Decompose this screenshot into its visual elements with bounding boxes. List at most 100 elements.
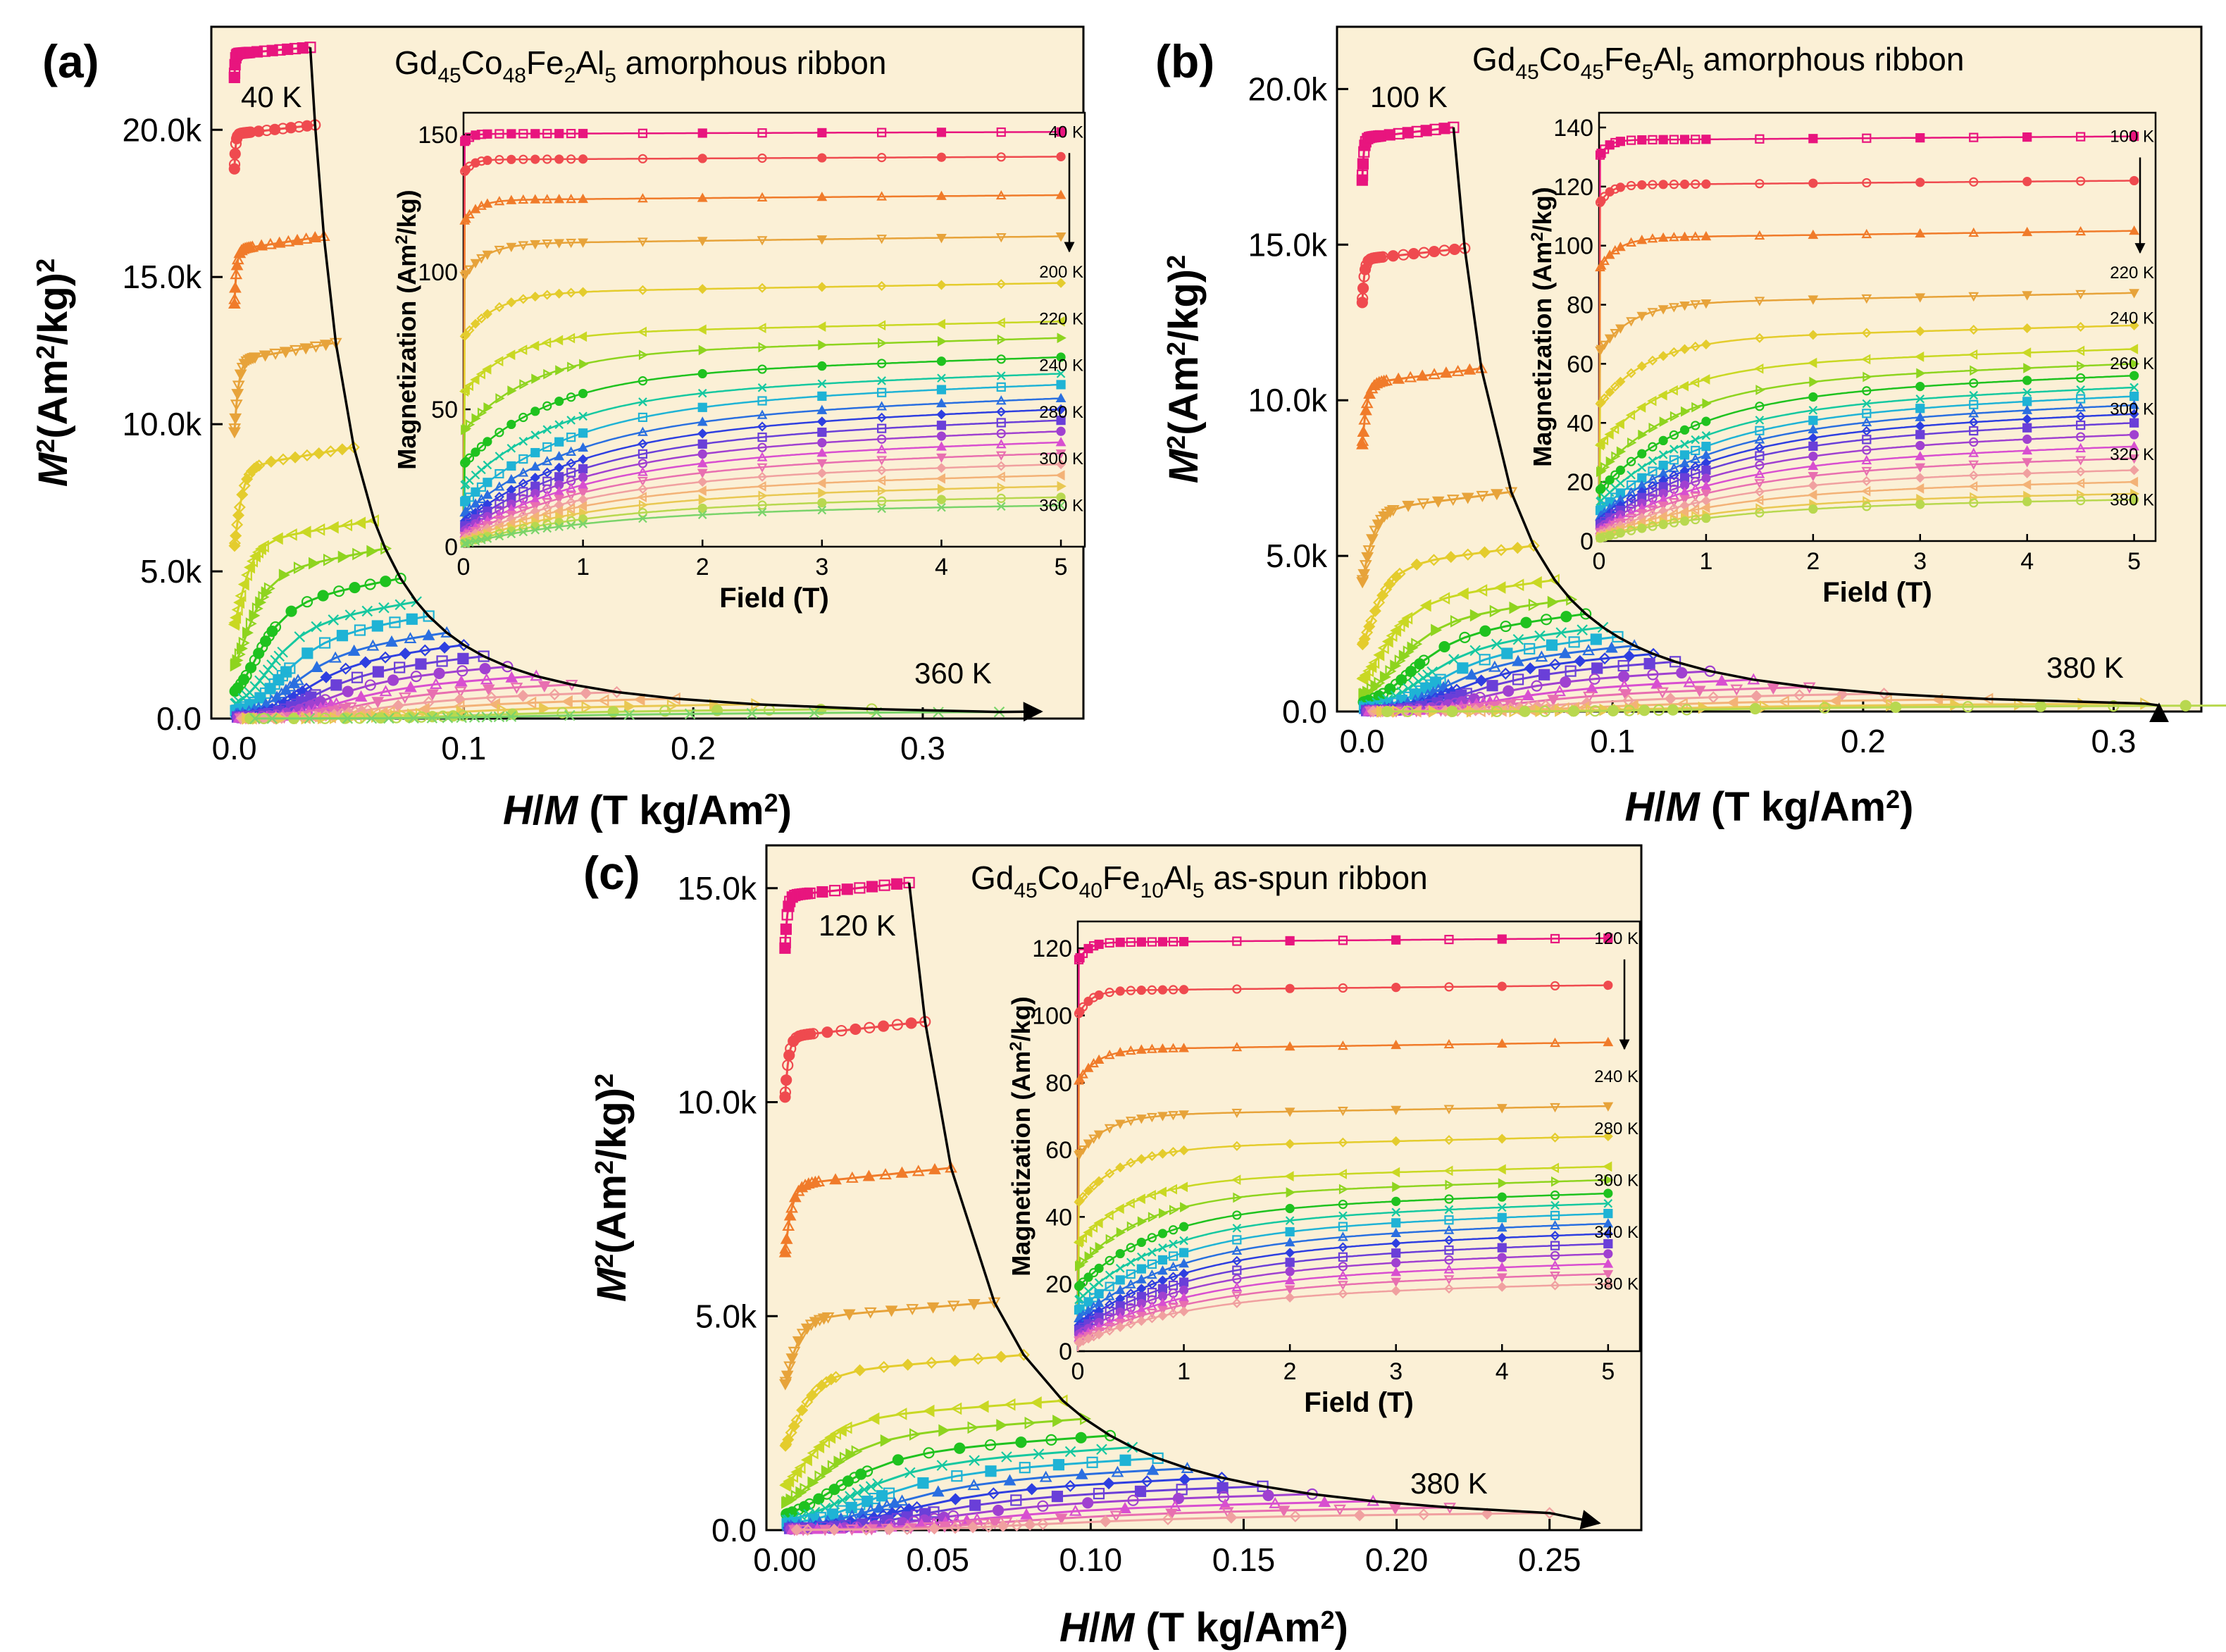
inset-point [1702, 398, 1712, 409]
arrott-point [561, 695, 573, 708]
inset-x-tick-label: 0 [457, 554, 471, 580]
inset-point [2075, 225, 2087, 236]
inset-temp-label: 240 K [2110, 309, 2154, 328]
arrott-point [1962, 701, 1974, 713]
inset-temp-label: 260 K [2110, 354, 2154, 373]
inset-point [1862, 399, 1872, 409]
arrott-point [231, 253, 244, 265]
panel-label: (a) [42, 35, 99, 87]
inset-point [1700, 299, 1712, 309]
inset-point [566, 458, 576, 468]
high-temp-label: 360 K [914, 657, 992, 690]
temperature-envelope-arrow [309, 47, 1043, 722]
inset-point [554, 194, 565, 204]
inset-point [1443, 1038, 1455, 1049]
inset-y-tick-label: 0 [1059, 1339, 1072, 1365]
inset-x-axis-label: Field (T) [719, 583, 829, 614]
arrott-point [1829, 694, 1841, 707]
inset-point [1603, 1209, 1613, 1219]
arrott-point [909, 1428, 921, 1441]
arrott-point [1647, 669, 1659, 681]
inset-point [1056, 352, 1066, 362]
arrott-point [1119, 1502, 1131, 1514]
arrott-point [1476, 490, 1489, 502]
inset-point [530, 291, 540, 302]
inset-temp-label: 120 K [1594, 929, 1639, 948]
arrott-point [1547, 595, 1559, 609]
arrott-point [1362, 545, 1376, 557]
inset-point [2022, 458, 2033, 468]
arrott-point [1463, 363, 1476, 375]
inset-point [1179, 1043, 1189, 1052]
inset-point [1658, 390, 1667, 401]
inset-point [1285, 1203, 1295, 1214]
inset-point [566, 483, 577, 492]
arrott-point [1388, 1503, 1402, 1515]
arrott-point [2034, 700, 2047, 712]
inset-point [1179, 937, 1189, 947]
arrott-point [333, 585, 345, 597]
inset-temp-label: 220 K [2110, 263, 2154, 282]
arrott-point [1411, 638, 1423, 651]
inset-point [818, 487, 828, 499]
inset-point [1610, 329, 1621, 339]
arrott-point [1356, 297, 1368, 309]
arrott-point [539, 702, 551, 715]
inset-point [1338, 1107, 1348, 1117]
inset-temp-label: 240 K [1039, 356, 1083, 375]
inset-point [1147, 1112, 1157, 1123]
inset-point [1179, 985, 1189, 995]
inset-point [877, 128, 887, 137]
arrott-series [779, 1394, 1068, 1492]
inset-point [1231, 1298, 1242, 1308]
arrott-point [1749, 702, 1761, 715]
inset-point [757, 442, 767, 452]
inset-point [757, 463, 768, 473]
inset-point [936, 385, 947, 395]
arrott-point [1612, 631, 1624, 643]
arrott-point [1402, 500, 1415, 512]
arrott-point [1015, 1436, 1027, 1448]
inset-line [462, 397, 1060, 547]
inset-point [1599, 393, 1610, 404]
inset-point [757, 409, 768, 419]
arrott-point [1451, 364, 1465, 376]
inset-point [1136, 1316, 1147, 1327]
inset-series [1595, 371, 2139, 542]
inset-point [1125, 1308, 1136, 1318]
inset-point [1497, 1203, 1507, 1212]
inset-point [1636, 235, 1648, 244]
arrott-point [228, 537, 241, 549]
inset-point [697, 449, 707, 459]
inset-point [1125, 1315, 1136, 1325]
inset-point [476, 254, 487, 264]
inset-point [1285, 1292, 1295, 1303]
inset-point [1115, 1248, 1125, 1259]
inset-point [1689, 504, 1700, 515]
arrott-point [801, 1524, 814, 1536]
inset-point [936, 152, 947, 162]
arrott-point [282, 43, 294, 56]
arrott-point [878, 879, 890, 891]
inset-point [2130, 359, 2140, 369]
arrott-point [510, 683, 523, 695]
inset-point [494, 509, 505, 519]
inset-point [1701, 431, 1711, 440]
inset-point [1754, 230, 1765, 240]
inset-point [1180, 1202, 1190, 1213]
inset-y-tick-label: 60 [1567, 351, 1593, 378]
arrott-point [387, 674, 399, 686]
arrott-point [228, 292, 241, 304]
inset-point [1444, 1205, 1454, 1215]
inset-point [1445, 1179, 1455, 1191]
inset-point [996, 406, 1007, 417]
arrott-point [457, 709, 469, 721]
inset-point [1669, 518, 1679, 528]
inset-point [935, 318, 945, 330]
arrott-point [928, 1162, 941, 1174]
inset-point [1497, 981, 1507, 991]
arrott-point [828, 1523, 840, 1536]
inset-point [638, 376, 648, 386]
arrott-point [1045, 1434, 1057, 1446]
inset-point [531, 373, 541, 385]
